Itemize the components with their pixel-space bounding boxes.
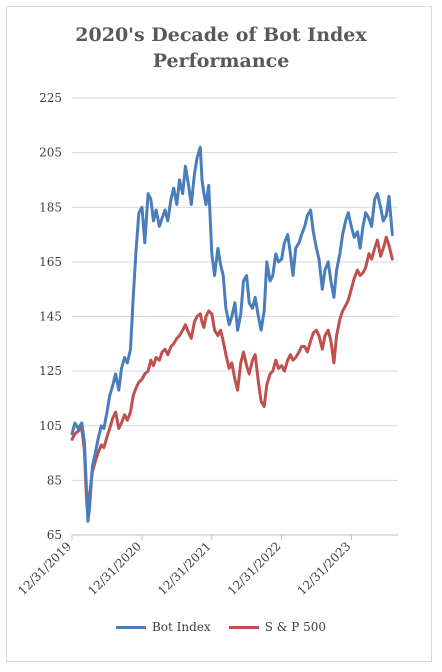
series-line-sp500 xyxy=(70,235,394,518)
legend-item-sp500: S & P 500 xyxy=(228,620,327,634)
legend-label-bot-index: Bot Index xyxy=(151,620,211,634)
y-tick-label: 205 xyxy=(39,146,62,160)
x-tick-label: 12/31/2023 xyxy=(295,539,354,598)
chart-title-line-2: Performance xyxy=(152,50,290,72)
y-tick-label: 85 xyxy=(47,473,62,487)
legend-swatch-sp500 xyxy=(228,625,259,629)
y-tick-label: 125 xyxy=(39,364,62,378)
x-tick-label: 12/31/2021 xyxy=(155,539,214,598)
y-tick-label: 225 xyxy=(39,91,62,105)
y-tick-label: 185 xyxy=(39,200,62,214)
series-lines xyxy=(70,145,394,523)
chart-title: 2020's Decade of Bot Index Performance xyxy=(0,22,442,74)
x-tick-label: 12/31/2019 xyxy=(15,539,74,598)
chart-legend: Bot Index S & P 500 xyxy=(0,620,442,634)
y-tick-label: 105 xyxy=(39,419,62,433)
legend-swatch-bot-index xyxy=(115,625,146,629)
y-tick-label: 145 xyxy=(39,310,62,324)
legend-item-bot-index: Bot Index xyxy=(115,620,211,634)
x-tick-label: 12/31/2022 xyxy=(225,539,284,598)
y-tick-label: 165 xyxy=(39,255,62,269)
y-tick-label: 65 xyxy=(47,528,62,542)
series-line-bot-index xyxy=(70,145,394,523)
axes xyxy=(71,534,398,540)
x-tick-label: 12/31/2020 xyxy=(85,539,144,598)
legend-label-sp500: S & P 500 xyxy=(264,620,327,634)
chart-title-line-1: 2020's Decade of Bot Index xyxy=(75,24,367,46)
